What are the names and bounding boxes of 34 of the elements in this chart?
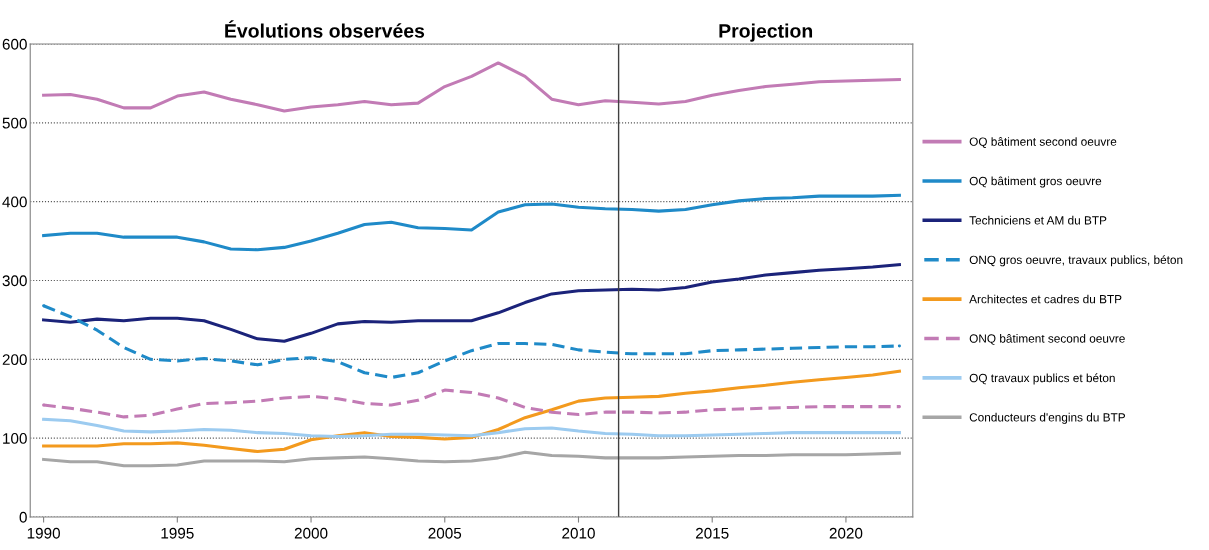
point: [42, 304, 46, 308]
x-tick-label: 2010: [562, 527, 595, 539]
line-series: [42, 388, 901, 419]
y-tick-label: 200: [2, 354, 27, 366]
x-tick-label: 2000: [294, 527, 328, 539]
text: Évolutions observées: [225, 20, 425, 38]
legend-label: OQ travaux publics et béton: [969, 373, 1115, 385]
legend-label: Conducteurs d'engins du BTP: [969, 412, 1125, 424]
point: [897, 344, 901, 348]
x-tick-label: 2020: [829, 527, 863, 539]
line-series: [42, 263, 901, 343]
x-tick-label: 2005: [428, 527, 462, 539]
legend-label: OQ bâtiment second oeuvre: [969, 137, 1117, 148]
point: [42, 403, 46, 407]
text: Projection: [719, 23, 813, 42]
y-tick-label: 300: [2, 275, 27, 287]
legend-label: ONQ bâtiment second oeuvre: [969, 333, 1125, 345]
legend-label: Architectes et cadres du BTP: [969, 294, 1122, 304]
line-series: [42, 193, 901, 252]
legend-label: Techniciens et AM du BTP: [969, 215, 1107, 225]
y-tick-label: 600: [2, 38, 27, 50]
y-tick-label: 400: [2, 196, 27, 208]
line-series: [42, 61, 901, 113]
x-tick-label: 1995: [161, 527, 194, 539]
legend-label: ONQ gros oeuvre, travaux publics, béton: [969, 255, 1183, 267]
y-tick-label: 0: [19, 511, 27, 523]
line-series: [42, 417, 901, 439]
line-series: [42, 450, 901, 468]
x-tick-label: 1990: [27, 527, 60, 539]
x-tick-label: 2015: [695, 527, 729, 539]
y-tick-label: 500: [2, 117, 27, 129]
y-tick-label: 100: [3, 433, 27, 444]
legend-label: OQ bâtiment gros oeuvre: [969, 176, 1102, 188]
line-series: [42, 369, 901, 454]
